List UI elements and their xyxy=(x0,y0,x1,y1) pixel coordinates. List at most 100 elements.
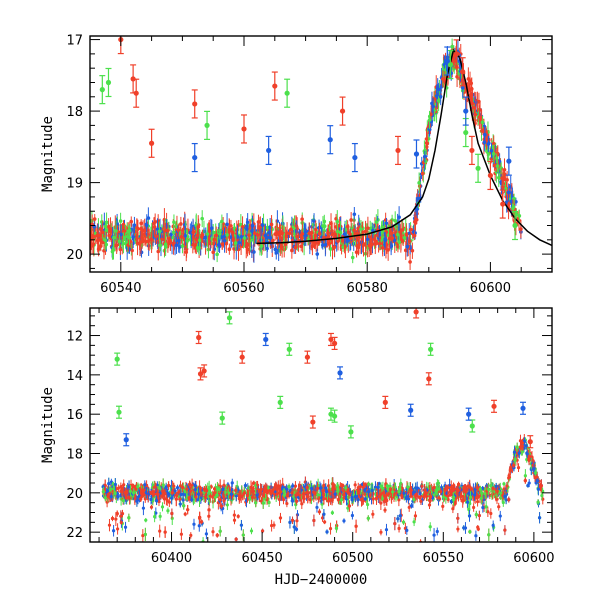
data-point xyxy=(256,220,261,224)
data-point xyxy=(494,156,499,160)
data-point xyxy=(293,245,298,250)
data-point xyxy=(217,232,222,236)
data-point xyxy=(480,129,484,133)
data-point xyxy=(233,241,238,245)
data-point xyxy=(407,239,412,244)
data-point xyxy=(220,242,225,246)
top-panel: 60540 60560 60580 60600 17 18 19 20 Magnitude xyxy=(40,34,553,296)
data-point xyxy=(489,148,494,153)
data-point xyxy=(395,232,400,237)
data-point xyxy=(483,132,487,137)
data-point xyxy=(197,238,202,243)
series-point xyxy=(351,142,358,173)
data-point xyxy=(383,508,387,512)
data-point xyxy=(197,524,201,528)
data-point xyxy=(211,530,215,534)
data-point xyxy=(352,212,357,217)
data-point xyxy=(207,514,211,518)
data-point xyxy=(118,219,123,223)
series-point xyxy=(327,125,334,155)
data-point xyxy=(313,233,318,238)
data-point xyxy=(472,105,476,110)
data-point xyxy=(242,236,247,240)
plot-area xyxy=(90,36,552,271)
data-point xyxy=(359,484,363,489)
data-point xyxy=(374,220,379,224)
data-point xyxy=(420,171,425,176)
data-point xyxy=(491,152,496,156)
data-point xyxy=(387,236,392,241)
data-point xyxy=(320,516,325,520)
data-point xyxy=(418,491,422,496)
data-point xyxy=(345,224,350,229)
data-point xyxy=(273,232,277,236)
data-point xyxy=(470,101,475,106)
data-point xyxy=(111,247,116,252)
data-point xyxy=(335,219,340,224)
data-point xyxy=(158,529,162,533)
data-point xyxy=(431,104,435,109)
data-point xyxy=(441,504,445,508)
data-point xyxy=(142,228,147,233)
data-point xyxy=(516,466,521,470)
data-point xyxy=(374,239,378,244)
data-point xyxy=(429,112,433,117)
data-point xyxy=(210,226,214,230)
data-point xyxy=(349,218,353,222)
data-point xyxy=(122,229,127,233)
data-point xyxy=(495,164,500,168)
data-point xyxy=(283,234,288,239)
data-point xyxy=(327,226,332,230)
data-point xyxy=(436,87,441,92)
data-point xyxy=(127,235,132,240)
data-point xyxy=(500,176,504,180)
data-point xyxy=(239,235,244,239)
data-point xyxy=(90,244,94,248)
data-point xyxy=(484,505,488,509)
series-point xyxy=(265,135,272,166)
data-point xyxy=(255,233,260,237)
data-point xyxy=(424,137,429,141)
data-point xyxy=(247,233,251,237)
data-point xyxy=(315,252,320,256)
data-point xyxy=(313,242,317,247)
data-point xyxy=(278,233,282,238)
data-point xyxy=(295,513,300,517)
data-point xyxy=(355,231,360,236)
data-point xyxy=(262,239,266,243)
data-point xyxy=(104,242,109,247)
data-point xyxy=(509,199,514,204)
series-point xyxy=(191,89,198,119)
data-point xyxy=(169,232,173,237)
data-point xyxy=(295,234,299,239)
data-point xyxy=(118,247,123,252)
y-tick-label: 19 xyxy=(66,177,83,192)
y-tick-label: 18 xyxy=(66,105,83,120)
data-point xyxy=(300,502,304,506)
series-point xyxy=(105,67,112,98)
data-point xyxy=(501,185,505,190)
data-point xyxy=(265,225,270,230)
data-point xyxy=(436,98,441,103)
data-point xyxy=(179,234,184,239)
data-point xyxy=(259,244,264,248)
data-point xyxy=(329,221,333,226)
data-point xyxy=(472,505,476,510)
data-point xyxy=(497,505,501,509)
data-point xyxy=(361,243,366,247)
data-point xyxy=(112,235,116,240)
data-point xyxy=(191,230,196,235)
data-point xyxy=(506,190,511,195)
data-point xyxy=(157,229,162,234)
data-point xyxy=(505,178,509,182)
data-point xyxy=(350,513,355,518)
data-point xyxy=(350,255,355,260)
series-point xyxy=(444,46,451,76)
data-point xyxy=(354,250,359,255)
data-point xyxy=(412,520,416,524)
data-point xyxy=(304,233,308,238)
data-point xyxy=(397,240,402,244)
data-point xyxy=(139,250,144,255)
data-point xyxy=(439,85,443,89)
data-point xyxy=(207,236,211,241)
